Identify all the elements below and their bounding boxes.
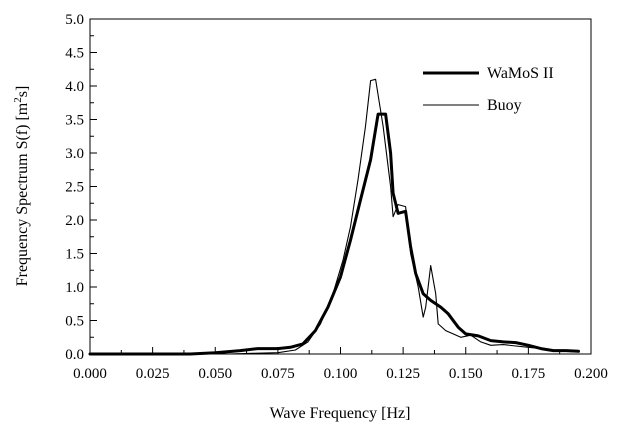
y-tick-label: 0.0 [65,347,84,363]
y-tick-label: 2.5 [65,180,84,196]
x-tick-label: 0.200 [574,366,608,382]
x-tick-label: 0.175 [512,366,546,382]
x-tick-label: 0.025 [136,366,170,382]
y-tick-label: 3.0 [65,146,84,162]
x-tick-label: 0.150 [449,366,483,382]
y-axis-title: Frequency Spectrum S(f) [m2s] [12,86,31,287]
x-tick-label: 0.100 [324,366,358,382]
legend-label-buoy: Buoy [487,97,522,114]
series-layer [88,78,580,356]
y-tick-label: 1.0 [65,280,84,296]
axis-ticks: 0.000 0.025 0.050 0.075 0.100 0.125 0.150 0.175… [65,12,608,382]
y-tick-label: 4.5 [65,46,84,62]
y-tick-label: 3.5 [65,113,84,129]
legend: WaMoS II Buoy [423,65,554,114]
series-line-wamos-ii [88,112,580,356]
y-axis-title-main: Frequency Spectrum S(f) [m [14,102,31,286]
x-tick-label: 0.050 [198,366,232,382]
y-tick-label: 2.0 [65,213,84,229]
y-tick-label: 5.0 [65,12,84,28]
y-axis-title-unit: s] [14,86,31,98]
y-tick-label: 1.5 [65,247,84,263]
y-axis-title-superscript: 2 [12,97,24,103]
y-tick-label: 0.5 [65,314,84,330]
x-axis-title: Wave Frequency [Hz] [270,405,411,422]
x-tick-label: 0.000 [73,366,107,382]
legend-label-wamos: WaMoS II [487,65,554,82]
y-tick-label: 4.0 [65,79,84,95]
x-tick-label: 0.125 [386,366,420,382]
series-line-buoy [89,78,580,355]
x-tick-label: 0.075 [261,366,295,382]
